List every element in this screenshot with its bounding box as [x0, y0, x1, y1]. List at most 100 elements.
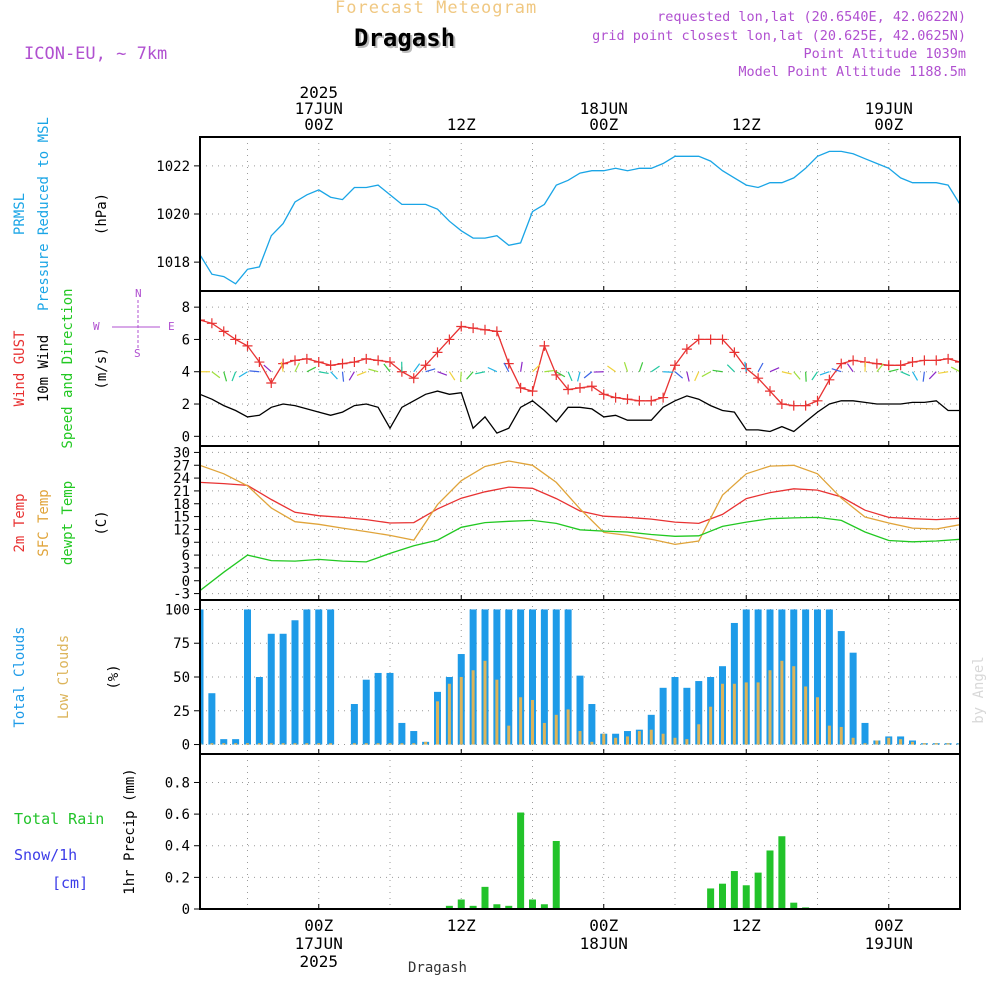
total-cloud-bar [742, 609, 750, 745]
low-cloud-bar [709, 706, 713, 745]
requested-coords: requested lon,lat (20.6540E, 42.0622N) [657, 9, 966, 25]
gust-marker [693, 334, 704, 345]
low-cloud-bar [447, 683, 451, 745]
low-cloud-bar [721, 683, 724, 745]
rain-bar [766, 850, 774, 909]
wind-arrow [757, 362, 764, 373]
forecast-title: Forecast Meteogram [335, 0, 538, 18]
wind-arrow [437, 371, 448, 376]
gust-marker [408, 373, 419, 384]
y-tick-label: -3 [173, 587, 190, 603]
wind-arrow [466, 371, 474, 380]
low-cloud-bar [863, 743, 867, 745]
gust-marker [575, 382, 585, 393]
wind-arrow [650, 365, 660, 373]
gust-marker [907, 357, 918, 368]
wind-arrow [938, 371, 949, 374]
y-tick-label: 2 [182, 397, 190, 413]
total-cloud-bar [683, 687, 691, 745]
gust-marker [313, 357, 324, 368]
total-cloud-bar [350, 704, 358, 745]
gust-marker [646, 395, 657, 406]
low-cloud-bar [269, 743, 273, 745]
low-cloud-bar [827, 725, 831, 745]
y-label-wind: 10m Wind [36, 335, 52, 402]
low-cloud-bar [899, 739, 903, 745]
low-cloud-bar [329, 743, 333, 745]
gust-marker [586, 381, 597, 392]
y-tick-label: 6 [182, 548, 190, 564]
footer-location: Dragash [408, 960, 467, 976]
rain-bar [742, 885, 750, 909]
compass-e: E [168, 320, 175, 333]
low-cloud-bar [364, 743, 368, 745]
rain-bar [754, 872, 762, 909]
gust-marker [349, 357, 360, 368]
low-cloud-bar [234, 743, 238, 745]
low-cloud-bar [982, 743, 985, 744]
total-cloud-bar [327, 609, 335, 745]
gust-marker [705, 334, 716, 345]
wind-arrow [448, 371, 456, 381]
gust-marker [527, 386, 538, 397]
marks-temperature [200, 460, 960, 592]
gust-marker [848, 355, 859, 366]
wind-arrow [769, 367, 780, 373]
gust-marker [610, 392, 621, 403]
gust-marker [670, 360, 680, 371]
gust-marker [503, 358, 514, 369]
total-cloud-bar [754, 609, 762, 745]
low-cloud-bar [839, 726, 843, 745]
wind-arrow [805, 371, 807, 382]
panel-precip: 0 0.2 0.4 0.6 0.8 Total Rain Snow/1h [cm] 1hr Pr… [14, 753, 961, 918]
wind-arrow [928, 371, 937, 380]
total-cloud-bar [374, 672, 382, 745]
location-title: Dragash [354, 24, 456, 52]
gust-marker [290, 355, 300, 366]
wind-arrow [811, 371, 818, 381]
y-tick-label: 50 [173, 670, 190, 686]
gust-marker [634, 395, 645, 406]
y-label-temperature: dewpt Temp [60, 481, 76, 565]
y-tick-label: 0.2 [165, 870, 190, 886]
low-cloud-bar [911, 741, 914, 745]
wind-arrow [383, 363, 391, 373]
gust-marker [871, 358, 882, 369]
gust-marker [200, 315, 205, 326]
low-cloud-bar [554, 714, 558, 745]
low-cloud-bar [780, 660, 784, 745]
wind-arrow [686, 371, 690, 382]
bottom-time-label: 2025 [299, 952, 338, 971]
grid-wind [200, 291, 961, 446]
gust-marker [254, 357, 265, 368]
gust-marker [206, 318, 217, 329]
total-cloud-bar [671, 677, 679, 745]
y-tick-label: 0 [182, 574, 190, 590]
total-cloud-bar [410, 731, 418, 745]
gust-marker [491, 326, 502, 337]
y-tick-label: 0.8 [165, 775, 190, 791]
snow-unit-label: [cm] [52, 874, 88, 892]
gust-marker [480, 324, 490, 335]
gust-marker [895, 360, 906, 371]
rain-bar [719, 883, 726, 909]
bottom-time-label: 12Z [447, 916, 476, 935]
low-cloud-bar [661, 733, 665, 745]
low-cloud-bar [388, 743, 392, 745]
series-line-2m-temp [200, 481, 960, 525]
gust-marker [218, 326, 229, 337]
low-cloud-bar [970, 743, 973, 744]
total-cloud-bar [837, 631, 845, 745]
y-tick-label: 0 [182, 738, 190, 754]
gust-marker [943, 353, 954, 364]
wind-arrow [900, 371, 911, 377]
y-tick-label: 0.6 [165, 807, 190, 823]
y-tick-label: 12 [173, 522, 190, 538]
low-cloud-bar [851, 737, 855, 745]
low-cloud-bar [697, 724, 701, 745]
total-cloud-bar [552, 609, 560, 745]
rain-bar [457, 899, 465, 909]
